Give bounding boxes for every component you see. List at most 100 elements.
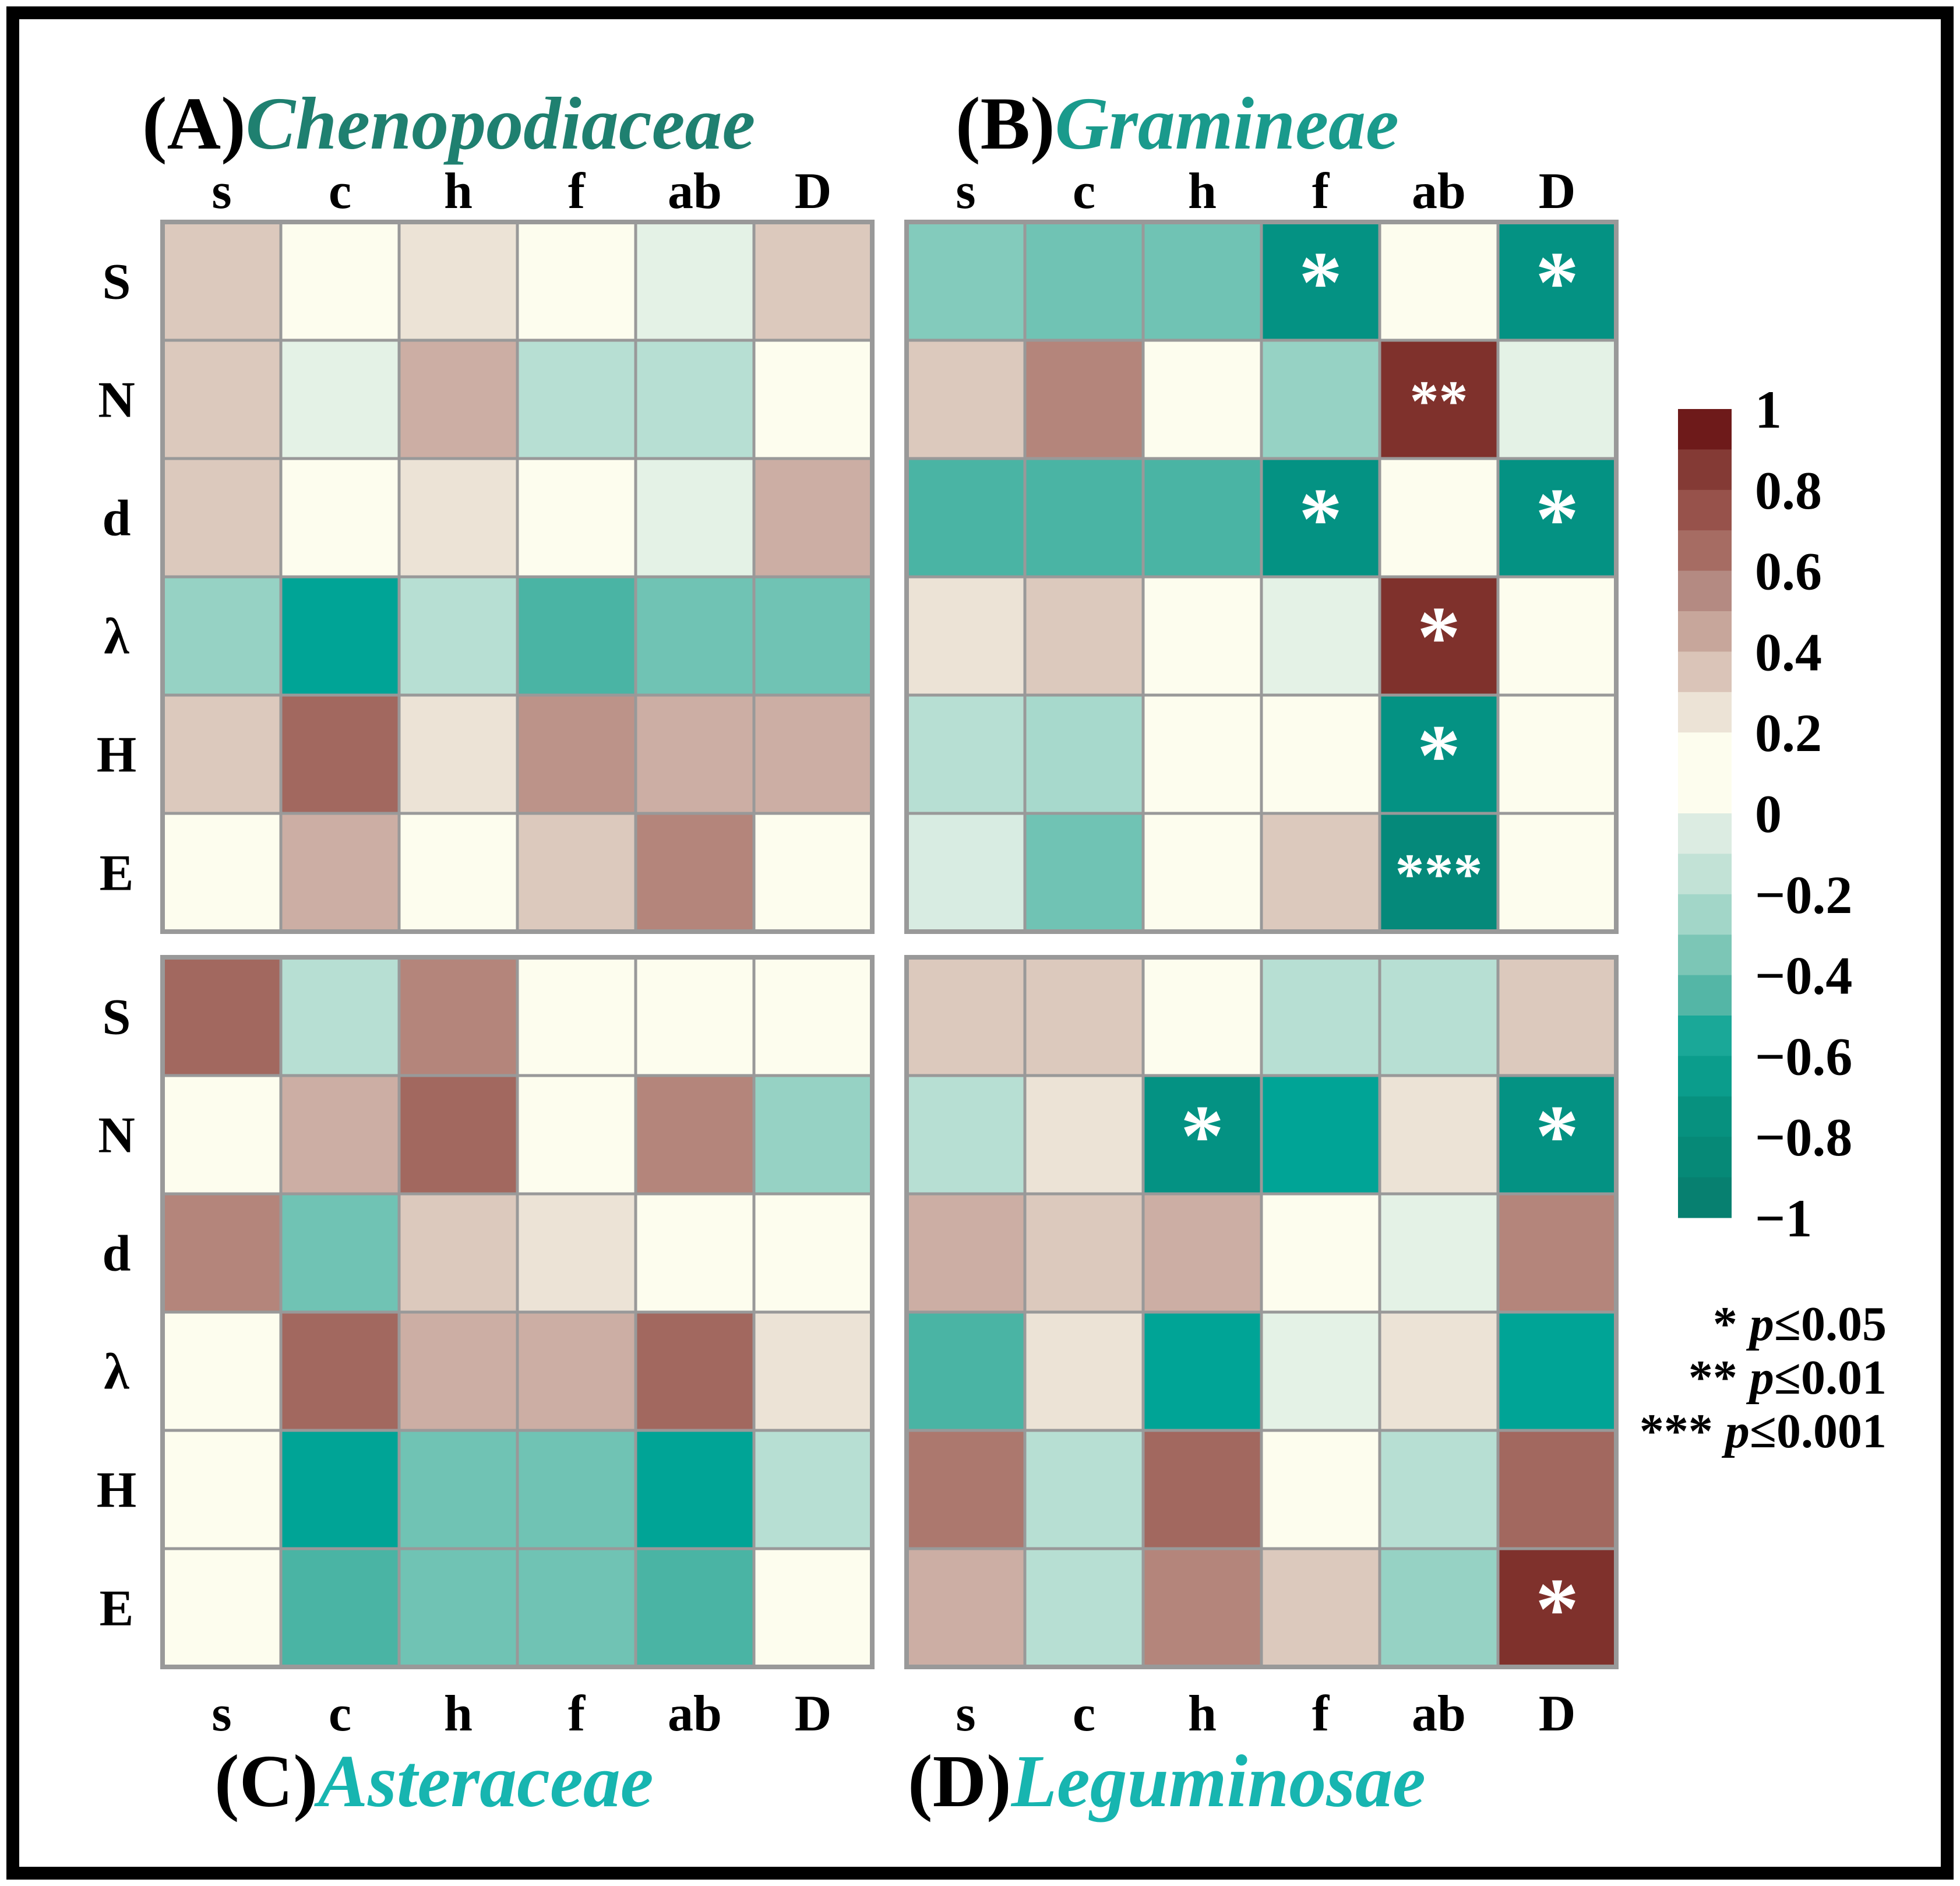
- heatmap-cell: [1260, 1547, 1381, 1669]
- panel-border: [904, 220, 1619, 934]
- row-label: H: [97, 727, 136, 784]
- column-label: s: [956, 163, 975, 220]
- heatmap-cell: [1141, 220, 1263, 342]
- heatmap-cell: [1141, 575, 1263, 697]
- heatmap-cell: [1023, 956, 1145, 1077]
- heatmap-cell: [905, 220, 1027, 342]
- heatmap-cell: [1496, 1192, 1618, 1314]
- heatmap-cell: [634, 1310, 756, 1432]
- heatmap-cell: [1141, 693, 1263, 815]
- heatmap-cell: [634, 220, 756, 342]
- colorbar-swatch: [1678, 692, 1732, 733]
- heatmap-cell: [1023, 457, 1145, 579]
- heatmap-cell: [1496, 693, 1618, 815]
- heatmap-cell: [279, 1547, 401, 1669]
- row-label: E: [100, 1581, 134, 1637]
- p-threshold: ≤0.01: [1774, 1351, 1887, 1405]
- row-label: H: [97, 1462, 136, 1519]
- heatmap-cell: [1378, 1192, 1500, 1314]
- heatmap-cell: [1141, 812, 1263, 933]
- heatmap-cell: [1378, 220, 1500, 342]
- column-label: ab: [1412, 163, 1466, 220]
- heatmap-cell: [1141, 1074, 1263, 1196]
- column-label: h: [1188, 1686, 1217, 1742]
- colorbar-tick-label: 0.4: [1755, 622, 1822, 682]
- colorbar-tick-label: −0.2: [1755, 865, 1852, 925]
- heatmap-cell: [161, 1074, 283, 1196]
- heatmap-cell: [752, 956, 874, 1077]
- heatmap-cell: [752, 812, 874, 933]
- heatmap-cell: [279, 693, 401, 815]
- colorbar-swatch: [1678, 975, 1732, 1016]
- significance-star: ***: [1395, 842, 1483, 907]
- heatmap-cell: [634, 956, 756, 1077]
- heatmap-cell: [1378, 956, 1500, 1077]
- heatmap-cell: [516, 220, 637, 342]
- column-label: c: [1073, 163, 1095, 220]
- heatmap-cell: [397, 693, 519, 815]
- heatmap-cell: [397, 1429, 519, 1550]
- colorbar-tick-label: −0.4: [1755, 946, 1852, 1006]
- column-label: f: [568, 1686, 586, 1742]
- panel-d-title: (D)Leguminosae: [908, 1740, 1426, 1822]
- heatmap-cell: [1496, 1429, 1618, 1550]
- column-label: s: [211, 1686, 231, 1742]
- heatmap-cell: [905, 1310, 1027, 1432]
- heatmap-cell: [1496, 1310, 1618, 1432]
- row-label: d: [103, 1226, 131, 1282]
- colorbar-tick-label: 0.6: [1755, 542, 1822, 601]
- heatmap-cell: [516, 339, 637, 460]
- heatmap-cell: [1260, 1429, 1381, 1550]
- heatmap-cell: [516, 812, 637, 933]
- colorbar-swatch: [1678, 894, 1732, 935]
- colorbar-tick-label: 0.8: [1755, 461, 1822, 520]
- colorbar-swatch: [1678, 1096, 1732, 1137]
- significance-legend-entry: ** p≤0.01: [1688, 1351, 1887, 1405]
- heatmap-cell: [161, 693, 283, 815]
- column-label: ab: [668, 163, 722, 220]
- heatmap-cell: [752, 1192, 874, 1314]
- heatmap-cell: [1496, 956, 1618, 1077]
- heatmap-cell: [634, 1429, 756, 1550]
- heatmap-cell: [1260, 1074, 1381, 1196]
- heatmap-cell: [1496, 457, 1618, 579]
- heatmap-cell: [397, 339, 519, 460]
- heatmap-cell: [1023, 693, 1145, 815]
- heatmap-cell: [905, 1547, 1027, 1669]
- colorbar-swatch: [1678, 813, 1732, 854]
- significance-star: *: [1417, 589, 1461, 686]
- heatmap-cell: [752, 339, 874, 460]
- column-label: ab: [1412, 1686, 1466, 1742]
- significance-legend-entry: *** p≤0.001: [1640, 1404, 1887, 1458]
- heatmap-cell: [516, 1074, 637, 1196]
- significance-star: **: [1410, 369, 1468, 433]
- heatmap-cell: [905, 956, 1027, 1077]
- significance-stars: **: [1688, 1351, 1750, 1405]
- heatmap-cell: [1260, 812, 1381, 933]
- colorbar-swatch: [1678, 732, 1732, 774]
- heatmap-cell: [752, 575, 874, 697]
- row-label: S: [103, 254, 131, 311]
- heatmap-cell: [1496, 339, 1618, 460]
- column-label: f: [568, 163, 586, 220]
- heatmap-cell: [397, 812, 519, 933]
- heatmap-cell: [161, 1192, 283, 1314]
- heatmap-cell: [634, 575, 756, 697]
- colorbar-swatch: [1678, 449, 1732, 491]
- colorbar-swatch: [1678, 651, 1732, 693]
- heatmap-panel-a: [160, 220, 875, 934]
- heatmap-cell: [397, 1547, 519, 1669]
- column-label: D: [795, 163, 832, 220]
- heatmap-cell: [516, 1310, 637, 1432]
- colorbar-swatch: [1678, 1177, 1732, 1218]
- colorbar: 1 0.8 0.6 0.4 0.2 0 −0.2 −0.4 −0.6 −0.8 −1: [1678, 380, 1852, 1248]
- heatmap-cell: [397, 1074, 519, 1196]
- heatmap-cell: [1260, 220, 1381, 342]
- heatmap-cell: [752, 1074, 874, 1196]
- heatmap-cell: [1260, 339, 1381, 460]
- row-label: λ: [104, 1344, 129, 1401]
- column-label: s: [211, 163, 231, 220]
- heatmap-cell: [1378, 339, 1500, 460]
